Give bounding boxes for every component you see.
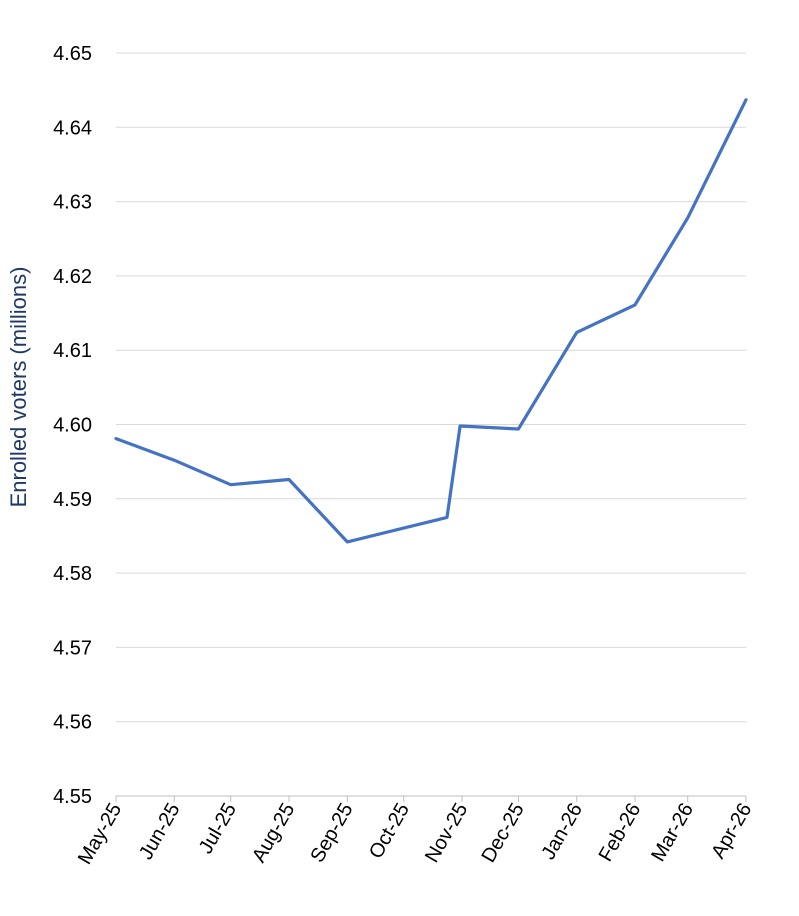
y-tick-label: 4.59 [53, 489, 92, 511]
x-tick-label: May-25 [74, 800, 126, 869]
y-tick-label: 4.65 [53, 43, 92, 65]
y-tick-label: 4.56 [53, 712, 92, 734]
y-tick-label: 4.62 [53, 266, 92, 288]
x-tick-label: Dec-25 [477, 800, 528, 867]
x-tick-label: Feb-26 [595, 800, 646, 866]
x-tick-label: Aug-25 [248, 800, 299, 867]
x-tick-label: Oct-25 [365, 800, 414, 863]
y-tick-label: 4.58 [53, 563, 92, 585]
gridlines [116, 52, 746, 797]
y-tick-label: 4.61 [53, 340, 92, 362]
y-tick-label: 4.55 [53, 786, 92, 808]
x-tick-label: Nov-25 [421, 800, 472, 867]
series-layer [114, 98, 748, 544]
x-tick-label: Jan-26 [537, 800, 587, 864]
x-axis-ticks: May-25 Jun-25 Jul-25 Aug-25 Sep-25 Oct-25 Nov-… [74, 800, 756, 869]
y-tick-label: 4.63 [53, 192, 92, 214]
x-tick-label: Apr-26 [707, 800, 756, 863]
x-tick-label: Jun-25 [135, 800, 185, 864]
y-tick-label: 4.57 [53, 637, 92, 659]
x-tick-label: Jul-25 [195, 800, 241, 858]
y-tick-label: 4.60 [53, 415, 92, 437]
y-axis-ticks: 4.55 4.56 4.57 4.58 4.59 4.60 4.61 4.62 4.63 4.64… [53, 43, 92, 808]
x-axis [115, 795, 747, 802]
series-line [114, 98, 748, 544]
x-tick-label: Sep-25 [306, 800, 357, 867]
y-axis-label: Enrolled voters (millions) [6, 267, 31, 508]
x-tick-label: Mar-26 [647, 800, 698, 866]
y-tick-label: 4.64 [53, 117, 92, 139]
